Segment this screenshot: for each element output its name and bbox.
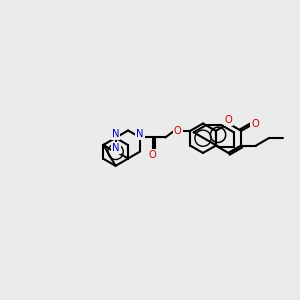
Text: O: O [149, 150, 157, 160]
Text: O: O [251, 119, 259, 129]
Text: O: O [174, 126, 182, 136]
Text: N: N [112, 129, 119, 139]
Text: O: O [225, 115, 232, 125]
Text: N: N [136, 129, 144, 139]
Text: N: N [112, 143, 120, 153]
